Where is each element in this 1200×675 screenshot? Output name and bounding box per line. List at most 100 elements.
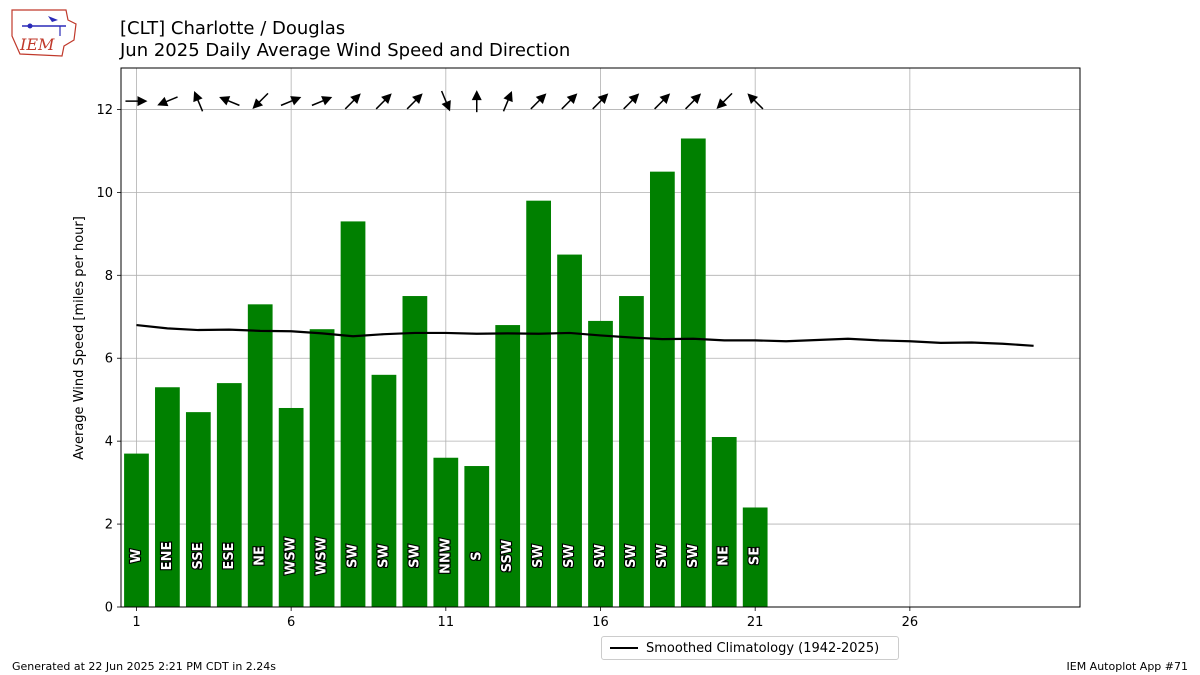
direction-label-day-2: ENE [160,542,175,571]
direction-label-day-13: SSW [500,540,515,572]
x-tick-label: 6 [287,615,295,630]
direction-label-day-10: SW [407,544,422,568]
wind-arrow-day-5 [252,92,269,109]
wind-arrow-head [321,96,333,106]
wind-arrow-day-17 [623,93,640,110]
legend: Smoothed Climatology (1942-2025) [601,636,899,660]
bar-day-10 [402,296,428,607]
iem-logo: IEM [11,9,77,57]
wind-arrow-head [659,93,671,104]
chart-title: Jun 2025 Daily Average Wind Speed and Di… [120,40,571,61]
wind-arrow-day-21 [747,93,764,110]
bar-day-11 [433,457,459,607]
wind-arrow-head [381,93,392,104]
y-tick-label: 10 [96,186,113,201]
bar-day-16 [588,320,613,607]
bar-day-6 [278,407,304,607]
direction-label-day-9: SW [376,544,391,568]
wind-arrow-head [503,91,513,103]
direction-labels: W ENE SSE ESE NE WSW WSW SW SW SW NNW S SSW SW SW SW SW S… [128,536,764,576]
wind-arrow-day-14 [530,93,547,110]
climatology-line [136,323,1034,347]
wind-arrow-head [441,100,451,112]
wind-arrow-head [597,93,609,104]
direction-label-day-19: SW [686,544,701,568]
x-tick-label: 16 [592,615,609,630]
bar-day-3 [185,412,211,607]
generated-timestamp: Generated at 22 Jun 2025 2:21 PM CDT in … [12,660,277,673]
climatology-series-line [136,323,1034,347]
wind-arrow-day-16 [592,93,609,110]
wind-arrow-day-19 [684,93,702,110]
direction-label-day-7: WSW [315,537,330,575]
bars [124,138,768,608]
wind-arrow-day-8 [344,93,361,110]
bar-day-1 [124,453,149,607]
y-tick-label: 2 [105,518,113,533]
wind-arrow-head [690,93,702,104]
wind-arrow-head [566,93,578,104]
direction-label-day-5: NE [253,546,268,566]
chart-title-station: [CLT] Charlotte / Douglas [120,18,346,39]
wind-arrow-head [137,96,148,107]
direction-label-day-1: W [129,549,144,563]
bar-day-21 [742,507,768,607]
wind-arrow-day-11 [440,90,451,112]
bar-day-5 [247,304,273,607]
bar-day-19 [680,138,706,607]
wind-arrow-day-10 [406,93,423,110]
bar-day-14 [526,200,552,607]
wind-arrow-head [471,90,482,101]
bar-day-9 [371,374,397,607]
direction-label-day-14: SW [531,544,546,568]
y-axis-label: Average Wind Speed [miles per hour] [72,216,87,460]
direction-label-day-15: SW [562,544,577,568]
bar-day-20 [711,437,737,607]
direction-label-day-20: NE [717,546,732,566]
plot-frame [120,67,1081,608]
wind-arrow-day-7 [311,96,333,107]
wind-arrow-head [252,98,264,109]
direction-label-day-11: NNW [438,538,453,574]
wind-arrow-day-2 [157,96,178,107]
direction-label-day-4: ESE [222,542,237,569]
direction-label-day-8: SW [346,544,361,568]
y-tick-label: 8 [105,269,113,284]
wind-arrow-head [716,98,728,109]
wind-arrow-head [747,93,759,104]
wind-arrow-head [193,91,203,103]
wind-arrow-day-15 [561,93,578,110]
bar-day-17 [619,296,644,607]
wind-arrow-head [290,96,302,106]
wind-arrow-day-13 [502,91,513,112]
bar-day-2 [155,387,180,607]
direction-label-day-17: SW [624,544,639,568]
wind-arrow-head [628,93,640,104]
wind-arrow-day-1 [125,96,148,107]
wind-arrow-day-3 [193,91,204,112]
y-tick-label: 0 [105,601,113,616]
wind-arrow-day-12 [471,90,482,113]
x-tick-label: 1 [132,615,140,630]
svg-text:IEM: IEM [19,35,55,54]
legend-climatology-swatch [610,647,638,649]
wind-arrow-day-20 [716,92,733,109]
bar-day-7 [309,329,335,607]
bar-day-8 [340,221,366,607]
direction-label-day-18: SW [655,544,670,568]
direction-label-day-21: SE [748,547,763,565]
bar-day-18 [649,171,675,607]
bar-day-4 [216,383,242,607]
x-tick-label: 11 [438,615,455,630]
wind-arrow-day-4 [219,96,240,107]
bar-day-15 [557,254,582,608]
x-tick-label: 26 [902,615,919,630]
app-id: IEM Autoplot App #71 [1066,660,1189,673]
bar-day-12 [464,466,490,607]
wind-arrow-head [157,96,169,107]
y-tick-label: 6 [105,352,113,367]
direction-label-day-3: SSE [191,542,206,569]
y-tick-label: 4 [105,435,113,450]
